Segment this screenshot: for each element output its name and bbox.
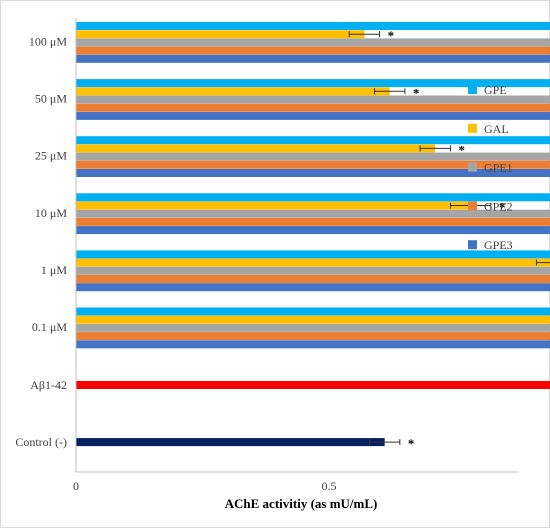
category-label: 50 μM [35,92,67,106]
bar [76,381,550,389]
legend-swatch [468,162,477,172]
bar [76,226,550,235]
bar [76,438,385,447]
legend-swatch [468,123,477,133]
category-label: 0.1 μM [32,320,67,334]
bar [76,169,550,177]
legend-label: GPE2 [484,199,513,213]
legend-label: GPE1 [484,161,513,175]
x-tick-label: 0.5 [322,479,337,493]
bar [76,201,471,210]
bar [76,258,550,267]
legend-label: GPE [484,83,507,97]
bar [76,266,550,275]
bar [76,209,550,218]
category-label: Control (-) [15,435,67,449]
bar [76,315,550,324]
legend-swatch [468,85,477,94]
bar [76,250,550,259]
bar [76,87,390,96]
category-label: 100 μM [29,35,67,49]
bar [76,22,550,30]
bar [76,160,550,169]
legend: GPE GAL GPE1 GPE2 GPE3 [468,83,513,252]
legend-label: GAL [484,122,509,136]
bars-layer [76,22,550,447]
bar [76,79,550,88]
bar [76,103,550,112]
bar [76,323,550,332]
bar [76,275,550,283]
bar [76,46,550,55]
legend-label: GPE3 [484,238,513,252]
bar [76,136,550,145]
category-label: 10 μM [35,206,67,220]
x-tick-label: 0 [73,479,79,493]
category-label: 25 μM [35,149,67,163]
bar [76,283,550,292]
bar [76,95,550,104]
legend-swatch [468,201,477,211]
significance-marker: * [458,142,465,157]
significance-marker: * [388,28,395,43]
bar [76,144,436,153]
bar [76,193,550,202]
bar [76,54,550,63]
significance-marker: * [408,436,415,451]
legend-swatch [468,240,477,250]
bar [76,152,550,161]
bar [76,332,550,341]
bar [76,340,550,349]
category-label: 1 μM [41,263,67,277]
bar [76,30,365,39]
bar [76,111,550,120]
bar [76,307,550,316]
category-label: Aβ1-42 [30,378,67,392]
x-axis-title: AChE activitiy (as mU/mL) [225,496,378,511]
bar [76,38,550,47]
axes-layer [75,18,519,473]
bar [76,217,550,226]
significance-marker: * [413,85,420,100]
significance-marker: * [499,200,506,215]
